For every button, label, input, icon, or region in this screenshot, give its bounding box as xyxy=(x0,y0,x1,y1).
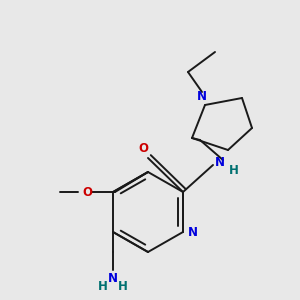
Text: N: N xyxy=(188,226,198,239)
Text: N: N xyxy=(197,91,207,103)
Text: O: O xyxy=(82,185,92,199)
Text: O: O xyxy=(138,142,148,155)
Text: H: H xyxy=(118,280,128,293)
Text: N: N xyxy=(215,155,225,169)
Text: N: N xyxy=(108,272,118,284)
Text: H: H xyxy=(229,164,239,176)
Text: H: H xyxy=(98,280,108,293)
